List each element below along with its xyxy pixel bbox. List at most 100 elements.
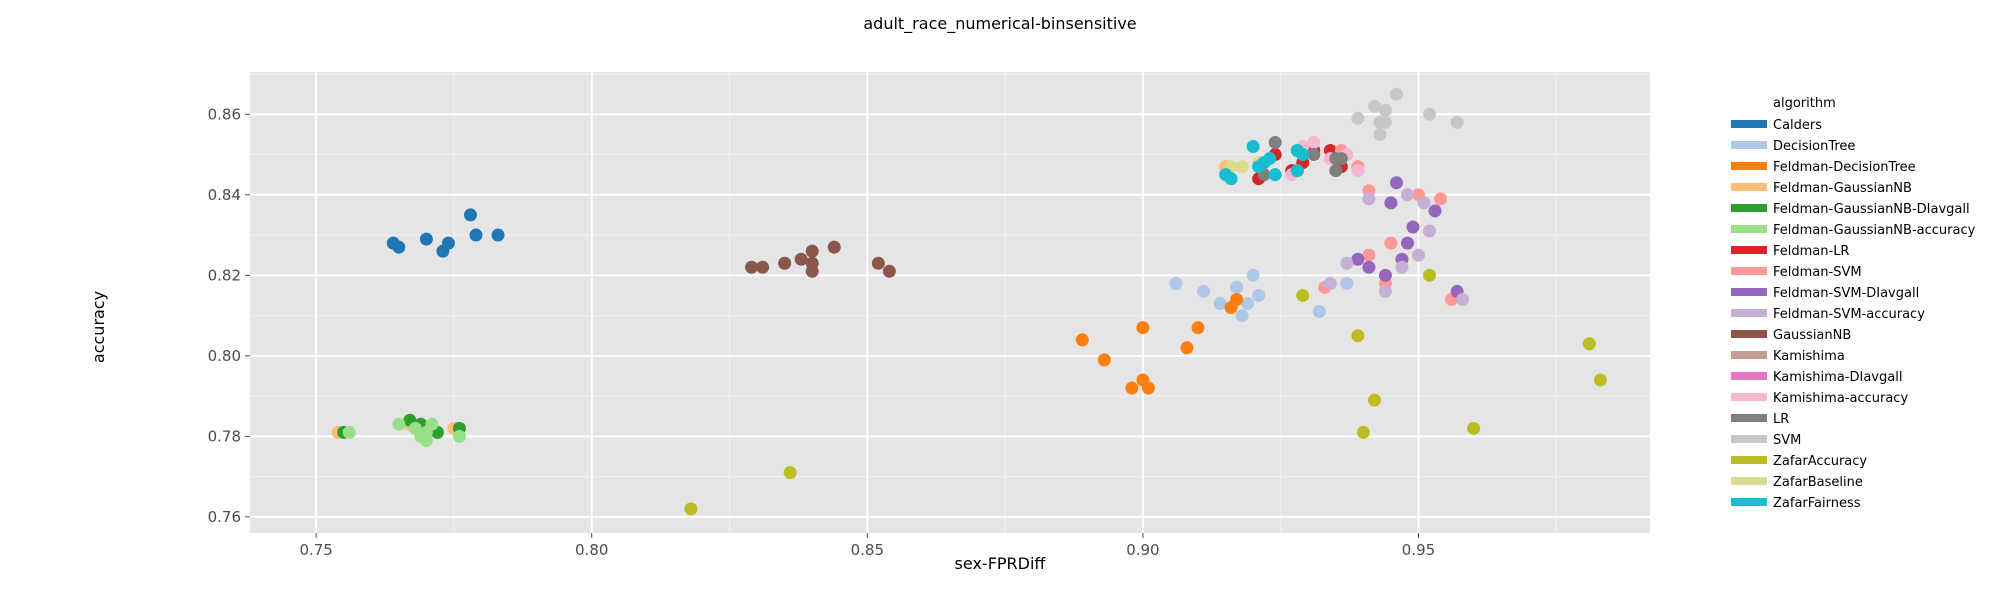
data-points [331, 87, 1607, 516]
data-point [1224, 172, 1238, 186]
legend-label: Feldman-SVM [1773, 265, 1862, 280]
data-point [1241, 297, 1255, 311]
legend-swatch [1731, 435, 1767, 443]
data-point [778, 256, 792, 270]
data-point [1450, 115, 1464, 129]
data-point [783, 466, 797, 480]
legend-item: Feldman-GaussianNB-accuracy [1731, 223, 1976, 238]
legend-swatch [1731, 204, 1767, 212]
data-point [1378, 103, 1392, 117]
data-point [1268, 168, 1282, 182]
data-point [1362, 248, 1376, 262]
data-point [1075, 333, 1089, 347]
legend-label: Feldman-GaussianNB-accuracy [1773, 223, 1976, 238]
y-tick-label: 0.78 [208, 427, 241, 445]
data-point [1340, 276, 1354, 290]
data-point [1428, 204, 1442, 218]
legend: algorithm Calders DecisionTree Feldman-Dec… [1731, 96, 1976, 511]
legend-item: Feldman-SVM [1731, 265, 1862, 280]
legend-label: ZafarFairness [1773, 496, 1861, 511]
data-point [1213, 297, 1227, 311]
x-tick-label: 0.90 [1126, 541, 1159, 559]
x-tick-label: 0.80 [575, 541, 608, 559]
legend-label: Feldman-GaussianNB-DIavgall [1773, 202, 1970, 217]
data-point [1434, 192, 1448, 206]
data-point [452, 429, 466, 443]
legend-label: Feldman-SVM-DIavgall [1773, 286, 1919, 301]
data-point [684, 502, 698, 516]
data-point [1235, 309, 1249, 323]
legend-swatch [1731, 309, 1767, 317]
data-point [1296, 148, 1310, 162]
series-gaussiannb [745, 240, 896, 278]
data-point [882, 264, 896, 278]
series-zafarfairness [1219, 139, 1310, 186]
data-point [1230, 280, 1244, 294]
data-point [1378, 115, 1392, 129]
legend-item: ZafarAccuracy [1731, 454, 1867, 469]
data-point [1456, 292, 1470, 306]
legend-swatch [1731, 330, 1767, 338]
data-point [745, 260, 759, 274]
plot-panel [250, 72, 1650, 533]
data-point [1389, 87, 1403, 101]
legend-swatch [1731, 456, 1767, 464]
data-point [1180, 341, 1194, 355]
legend-swatch [1731, 267, 1767, 275]
data-point [1141, 381, 1155, 395]
y-tick-label: 0.80 [208, 347, 241, 365]
legend-label: Feldman-LR [1773, 244, 1849, 259]
data-point [1384, 196, 1398, 210]
legend-label: Kamishima-accuracy [1773, 391, 1908, 406]
series-zafaraccuracy [684, 268, 1607, 516]
data-point [1169, 276, 1183, 290]
series-feldman-decisiontree [1075, 292, 1244, 395]
legend-item: LR [1731, 412, 1789, 427]
series-svm [1351, 87, 1464, 141]
legend-swatch [1731, 498, 1767, 506]
data-point [1307, 135, 1321, 149]
legend-swatch [1731, 372, 1767, 380]
legend-item: Kamishima-accuracy [1731, 391, 1908, 406]
legend-swatch [1731, 162, 1767, 170]
y-tick-label: 0.76 [208, 508, 241, 526]
legend-item: Calders [1731, 118, 1822, 133]
data-point [1329, 164, 1343, 178]
data-point [1307, 148, 1321, 162]
data-point [1351, 164, 1365, 178]
legend-item: Kamishima [1731, 349, 1845, 364]
series-feldman-svm-accuracy [1323, 188, 1470, 306]
data-point [1125, 381, 1139, 395]
data-point [1400, 236, 1414, 250]
data-point [425, 417, 439, 431]
series-calders [386, 208, 505, 258]
legend-swatch [1731, 225, 1767, 233]
legend-swatch [1731, 351, 1767, 359]
data-point [1412, 248, 1426, 262]
legend-item: DecisionTree [1731, 139, 1855, 154]
legend-label: Calders [1773, 118, 1822, 133]
legend-label: Feldman-DecisionTree [1773, 160, 1916, 175]
legend-swatch [1731, 120, 1767, 128]
legend-swatch [1731, 183, 1767, 191]
data-point [392, 417, 406, 431]
data-point [1296, 288, 1310, 302]
data-point [794, 252, 808, 266]
data-point [1268, 135, 1282, 149]
data-point [827, 240, 841, 254]
legend-title: algorithm [1773, 96, 1836, 111]
data-point [1389, 176, 1403, 190]
legend-label: Kamishima-DIavgall [1773, 370, 1902, 385]
data-point [1367, 393, 1381, 407]
data-point [1423, 268, 1437, 282]
y-axis-ticks: 0.76 0.78 0.80 0.82 0.84 0.86 [208, 105, 250, 526]
data-point [1257, 156, 1271, 170]
data-point [1230, 292, 1244, 306]
data-point [469, 228, 483, 242]
legend-swatch [1731, 477, 1767, 485]
data-point [1197, 284, 1211, 298]
legend-label: Feldman-SVM-accuracy [1773, 307, 1925, 322]
legend-swatch [1731, 288, 1767, 296]
legend-item: Kamishima-DIavgall [1731, 370, 1902, 385]
legend-item: Feldman-GaussianNB-DIavgall [1731, 202, 1970, 217]
